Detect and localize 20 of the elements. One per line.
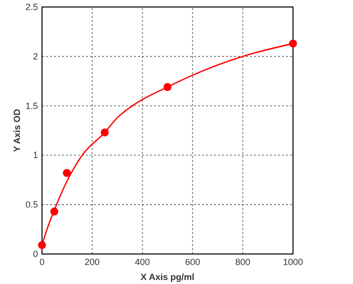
x-tick-label: 0 xyxy=(39,257,45,267)
y-tick-label: 0.5 xyxy=(25,200,38,210)
y-axis-title: Y Axis OD xyxy=(12,108,22,152)
x-tick-label: 400 xyxy=(134,257,150,267)
y-tick-label: 0 xyxy=(32,249,38,259)
x-tick-label: 600 xyxy=(185,257,200,267)
y-tick-label: 1 xyxy=(32,150,38,160)
point xyxy=(164,83,172,92)
x-tick-label: 200 xyxy=(84,257,100,267)
point xyxy=(38,241,46,250)
x-axis-title: X Axis pg/ml xyxy=(140,272,194,282)
y-tick-label: 2.5 xyxy=(25,2,38,12)
point xyxy=(62,169,71,177)
point xyxy=(100,128,109,136)
x-tick-label: 1000 xyxy=(282,257,304,267)
point xyxy=(289,40,297,48)
y-tick-label: 1.5 xyxy=(25,100,38,111)
point xyxy=(50,208,58,216)
x-tick-label: 800 xyxy=(235,257,250,267)
y-tick-label: 2 xyxy=(32,51,38,62)
